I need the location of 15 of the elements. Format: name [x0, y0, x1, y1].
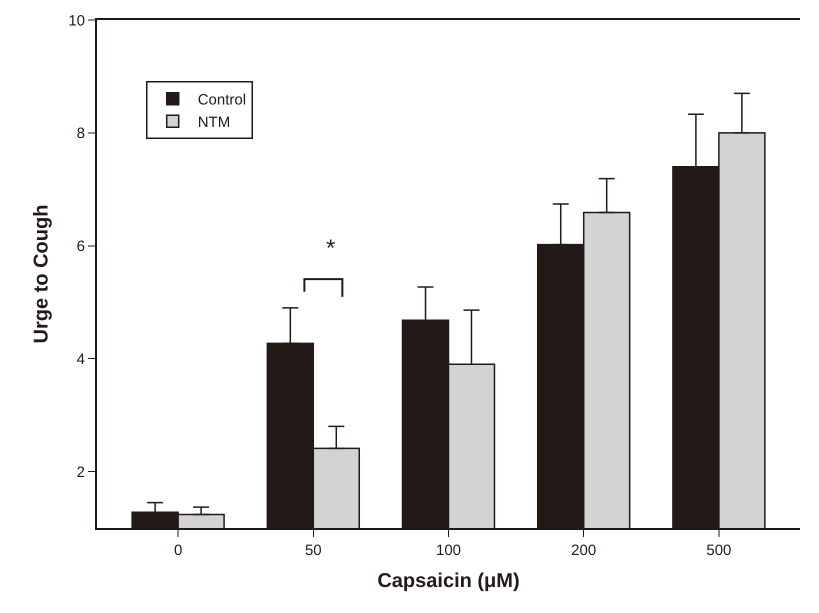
annotation: * — [326, 235, 336, 262]
x-tick-label: 100 — [436, 542, 462, 559]
legend-label: Control — [198, 92, 246, 109]
x-axis-title: Capsaicin (μM) — [377, 570, 520, 592]
y-axis-title: Urge to Cough — [30, 204, 52, 344]
x-tick-label: 50 — [304, 542, 322, 559]
y-tick-label: 8 — [76, 125, 85, 142]
x-tick-label: 200 — [571, 542, 596, 559]
y-tick-label: 4 — [76, 350, 85, 368]
y-tick-label: 10 — [68, 12, 85, 30]
y-tick-label: 6 — [76, 238, 85, 256]
x-tick-label: 500 — [706, 542, 732, 559]
legend-label: NTM — [198, 114, 230, 132]
y-tick-label: 2 — [76, 464, 85, 481]
x-tick-label: 0 — [174, 542, 182, 559]
